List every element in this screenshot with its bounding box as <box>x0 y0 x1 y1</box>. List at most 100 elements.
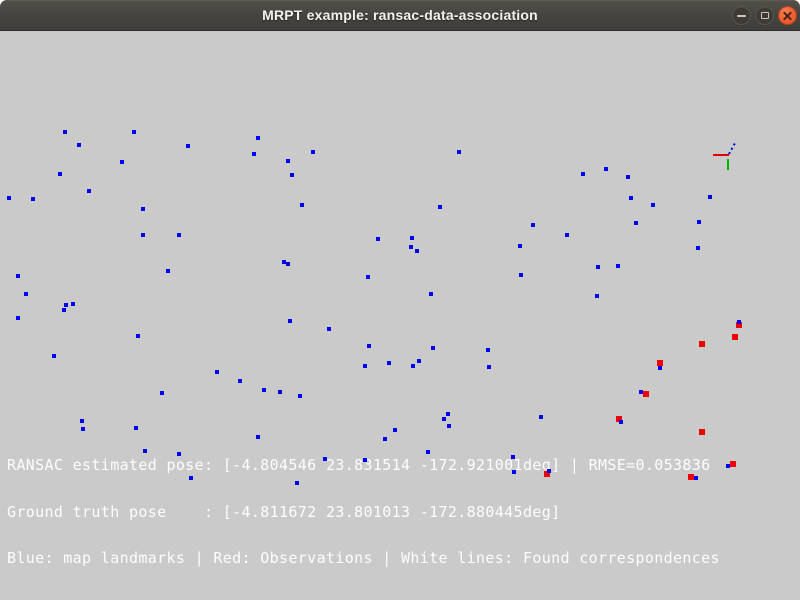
titlebar[interactable]: MRPT example: ransac-data-association <box>0 0 800 31</box>
landmark-dot <box>367 344 371 348</box>
landmark-dot <box>300 203 304 207</box>
landmark-dot <box>726 464 730 468</box>
landmark-dot <box>286 262 290 266</box>
landmark-dot <box>447 424 451 428</box>
landmark-dot <box>376 237 380 241</box>
landmark-dot <box>295 481 299 485</box>
landmark-dot <box>512 470 516 474</box>
observation-dot <box>544 471 550 477</box>
observation-dot <box>643 391 649 397</box>
landmark-dot <box>581 172 585 176</box>
landmark-dot <box>409 245 413 249</box>
landmark-dot <box>383 437 387 441</box>
landmark-dot <box>189 476 193 480</box>
landmark-dot <box>177 233 181 237</box>
landmark-dot <box>311 150 315 154</box>
status-line-ransac-pose: RANSAC estimated pose: [-4.804546 23.831… <box>7 456 711 475</box>
landmark-dot <box>417 359 421 363</box>
landmark-dot <box>442 417 446 421</box>
landmark-dot <box>634 221 638 225</box>
landmark-dot <box>282 260 286 264</box>
gl-viewport[interactable]: RANSAC estimated pose: [-4.804546 23.831… <box>0 31 800 600</box>
landmark-dot <box>87 189 91 193</box>
landmark-dot <box>487 365 491 369</box>
landmark-dot <box>327 327 331 331</box>
landmark-dot <box>63 130 67 134</box>
landmark-dot <box>366 275 370 279</box>
landmark-dot <box>278 390 282 394</box>
landmark-dot <box>238 379 242 383</box>
landmark-dot <box>77 143 81 147</box>
close-button[interactable] <box>778 6 797 25</box>
landmark-dot <box>186 144 190 148</box>
status-overlay: RANSAC estimated pose: [-4.804546 23.831… <box>7 428 720 597</box>
minimize-button[interactable] <box>732 6 751 25</box>
landmark-dot <box>298 394 302 398</box>
observation-dot <box>730 461 736 467</box>
landmark-dot <box>619 420 623 424</box>
maximize-icon <box>760 12 769 19</box>
landmark-dot <box>363 458 367 462</box>
landmark-dot <box>141 233 145 237</box>
landmark-dot <box>708 195 712 199</box>
landmark-dot <box>64 303 68 307</box>
landmark-dot <box>120 160 124 164</box>
landmark-dot <box>518 244 522 248</box>
landmark-dot <box>511 455 515 459</box>
landmark-dot <box>410 236 414 240</box>
landmark-dot <box>697 220 701 224</box>
landmark-dot <box>565 233 569 237</box>
landmark-dot <box>694 476 698 480</box>
landmark-dot <box>363 364 367 368</box>
landmark-dot <box>288 319 292 323</box>
landmark-dot <box>696 246 700 250</box>
landmark-dot <box>426 450 430 454</box>
observation-dot <box>657 360 663 366</box>
landmark-dot <box>626 175 630 179</box>
landmark-dot <box>539 415 543 419</box>
landmark-dot <box>387 361 391 365</box>
landmark-dot <box>256 435 260 439</box>
landmark-dot <box>596 265 600 269</box>
observation-dot <box>732 334 738 340</box>
landmark-dot <box>519 273 523 277</box>
landmark-dot <box>52 354 56 358</box>
landmark-dot <box>132 130 136 134</box>
landmark-dot <box>457 150 461 154</box>
landmark-dot <box>177 452 181 456</box>
landmark-dot <box>286 159 290 163</box>
landmark-dot <box>429 292 433 296</box>
landmark-dot <box>639 390 643 394</box>
observation-dot <box>616 416 622 422</box>
observation-dot <box>736 322 742 328</box>
landmark-dot <box>24 292 28 296</box>
landmark-dot <box>143 449 147 453</box>
landmark-dot <box>438 205 442 209</box>
landmark-dot <box>595 294 599 298</box>
landmark-dot <box>616 264 620 268</box>
landmark-dot <box>415 249 419 253</box>
landmark-dot <box>651 203 655 207</box>
landmark-dot <box>531 223 535 227</box>
landmark-dot <box>290 173 294 177</box>
landmark-dot <box>446 412 450 416</box>
landmark-dot <box>323 457 327 461</box>
landmark-dot <box>80 419 84 423</box>
status-line-legend: Blue: map landmarks | Red: Observations … <box>7 548 720 567</box>
landmark-dot <box>262 388 266 392</box>
landmark-dot <box>629 196 633 200</box>
landmark-dot <box>431 346 435 350</box>
close-icon <box>782 10 793 21</box>
maximize-button[interactable] <box>755 6 774 25</box>
landmark-dot <box>81 427 85 431</box>
landmark-dot <box>16 316 20 320</box>
observation-dot <box>688 474 694 480</box>
landmark-dot <box>62 308 66 312</box>
landmark-dot <box>160 391 164 395</box>
landmark-dot <box>411 364 415 368</box>
landmark-dot <box>166 269 170 273</box>
landmark-dot <box>31 197 35 201</box>
window-title: MRPT example: ransac-data-association <box>262 7 538 23</box>
landmark-dot <box>486 348 490 352</box>
landmark-dot <box>141 207 145 211</box>
